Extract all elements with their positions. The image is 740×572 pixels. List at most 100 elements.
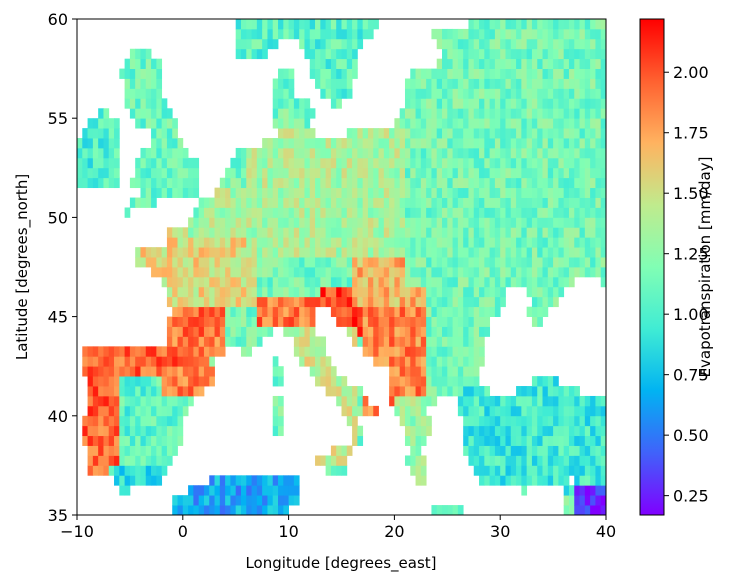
heatmap-cell: [547, 296, 554, 308]
heatmap-cell: [457, 128, 464, 139]
heatmap-cell: [230, 495, 237, 506]
heatmap-cell: [373, 217, 379, 228]
heatmap-cell: [346, 78, 353, 89]
heatmap-cell: [484, 197, 491, 208]
heatmap-cell: [309, 306, 316, 317]
heatmap-cell: [579, 445, 586, 456]
heatmap-cell: [521, 19, 528, 30]
heatmap-cell: [325, 167, 332, 179]
heatmap-cell: [177, 157, 184, 169]
heatmap-cell: [145, 435, 152, 446]
heatmap-cell: [415, 366, 422, 377]
heatmap-cell: [336, 286, 342, 298]
heatmap-cell: [235, 495, 242, 506]
heatmap-cell: [500, 38, 506, 50]
heatmap-cell: [431, 157, 438, 169]
heatmap-cell: [473, 197, 480, 208]
heatmap-cell: [151, 58, 157, 69]
heatmap-cell: [214, 217, 221, 228]
heatmap-cell: [352, 28, 358, 40]
heatmap-cell: [489, 167, 496, 179]
heatmap-cell: [516, 108, 522, 119]
heatmap-cell: [590, 485, 596, 496]
heatmap-cell: [299, 276, 305, 288]
heatmap-cell: [595, 415, 602, 427]
heatmap-cell: [267, 237, 274, 248]
heatmap-cell: [473, 376, 480, 387]
heatmap-cell: [203, 505, 210, 516]
heatmap-cell: [367, 336, 374, 347]
heatmap-cell: [431, 217, 438, 228]
heatmap-cell: [278, 217, 284, 228]
heatmap-cell: [547, 435, 554, 446]
heatmap-cell: [574, 19, 580, 30]
heatmap-cell: [531, 207, 538, 218]
heatmap-cell: [489, 445, 496, 456]
heatmap-cell: [188, 376, 194, 387]
heatmap-cell: [600, 405, 607, 417]
heatmap-cell: [410, 157, 416, 169]
heatmap-cell: [590, 395, 596, 407]
heatmap-cell: [251, 475, 258, 486]
heatmap-cell: [579, 138, 586, 149]
heatmap-cell: [590, 425, 596, 437]
heatmap-cell: [288, 167, 295, 179]
heatmap-cell: [489, 237, 496, 248]
heatmap-cell: [346, 405, 353, 417]
heatmap-cell: [87, 157, 94, 169]
heatmap-cell: [531, 425, 538, 437]
heatmap-cell: [420, 276, 427, 288]
heatmap-cell: [494, 68, 501, 79]
heatmap-cell: [124, 366, 131, 377]
heatmap-cell: [542, 455, 549, 466]
heatmap-cell: [452, 88, 459, 99]
heatmap-cell: [521, 465, 528, 476]
heatmap-cell: [283, 108, 289, 119]
heatmap-cell: [352, 227, 358, 238]
heatmap-cell: [225, 267, 231, 278]
heatmap-cell: [299, 336, 305, 347]
heatmap-cell: [489, 88, 496, 99]
heatmap-cell: [542, 197, 549, 208]
heatmap-cell: [230, 167, 237, 179]
heatmap-cell: [278, 177, 284, 189]
heatmap-cell: [341, 227, 348, 238]
heatmap-cell: [336, 465, 342, 476]
heatmap-cell: [579, 187, 586, 198]
heatmap-cell: [278, 286, 284, 298]
heatmap-cell: [140, 346, 147, 357]
heatmap-cell: [484, 306, 491, 317]
heatmap-cell: [542, 475, 549, 486]
heatmap-cell: [442, 326, 448, 337]
heatmap-cell: [198, 386, 205, 397]
heatmap-cell: [251, 167, 258, 179]
heatmap-cell: [415, 267, 422, 278]
heatmap-cell: [151, 118, 157, 129]
heatmap-cell: [166, 108, 173, 119]
heatmap-cell: [521, 395, 528, 407]
heatmap-cell: [278, 415, 284, 427]
heatmap-cell: [235, 286, 242, 298]
heatmap-cell: [166, 138, 173, 149]
heatmap-cell: [188, 276, 194, 288]
heatmap-cell: [389, 177, 395, 189]
heatmap-cell: [468, 167, 475, 179]
heatmap-cell: [574, 475, 580, 486]
heatmap-cell: [330, 68, 337, 79]
heatmap-cell: [193, 296, 200, 308]
heatmap-cell: [320, 88, 327, 99]
heatmap-cell: [531, 316, 538, 327]
heatmap-cell: [272, 38, 279, 50]
heatmap-cell: [230, 197, 237, 208]
heatmap-cell: [399, 227, 406, 238]
heatmap-cell: [182, 247, 189, 258]
heatmap-cell: [431, 78, 438, 89]
heatmap-cell: [399, 415, 406, 427]
heatmap-cell: [463, 326, 469, 337]
heatmap-cell: [542, 267, 549, 278]
heatmap-cell: [542, 435, 549, 446]
heatmap-cell: [177, 257, 184, 268]
heatmap-cell: [426, 177, 432, 189]
heatmap-cell: [161, 187, 168, 198]
heatmap-cell: [161, 386, 168, 397]
